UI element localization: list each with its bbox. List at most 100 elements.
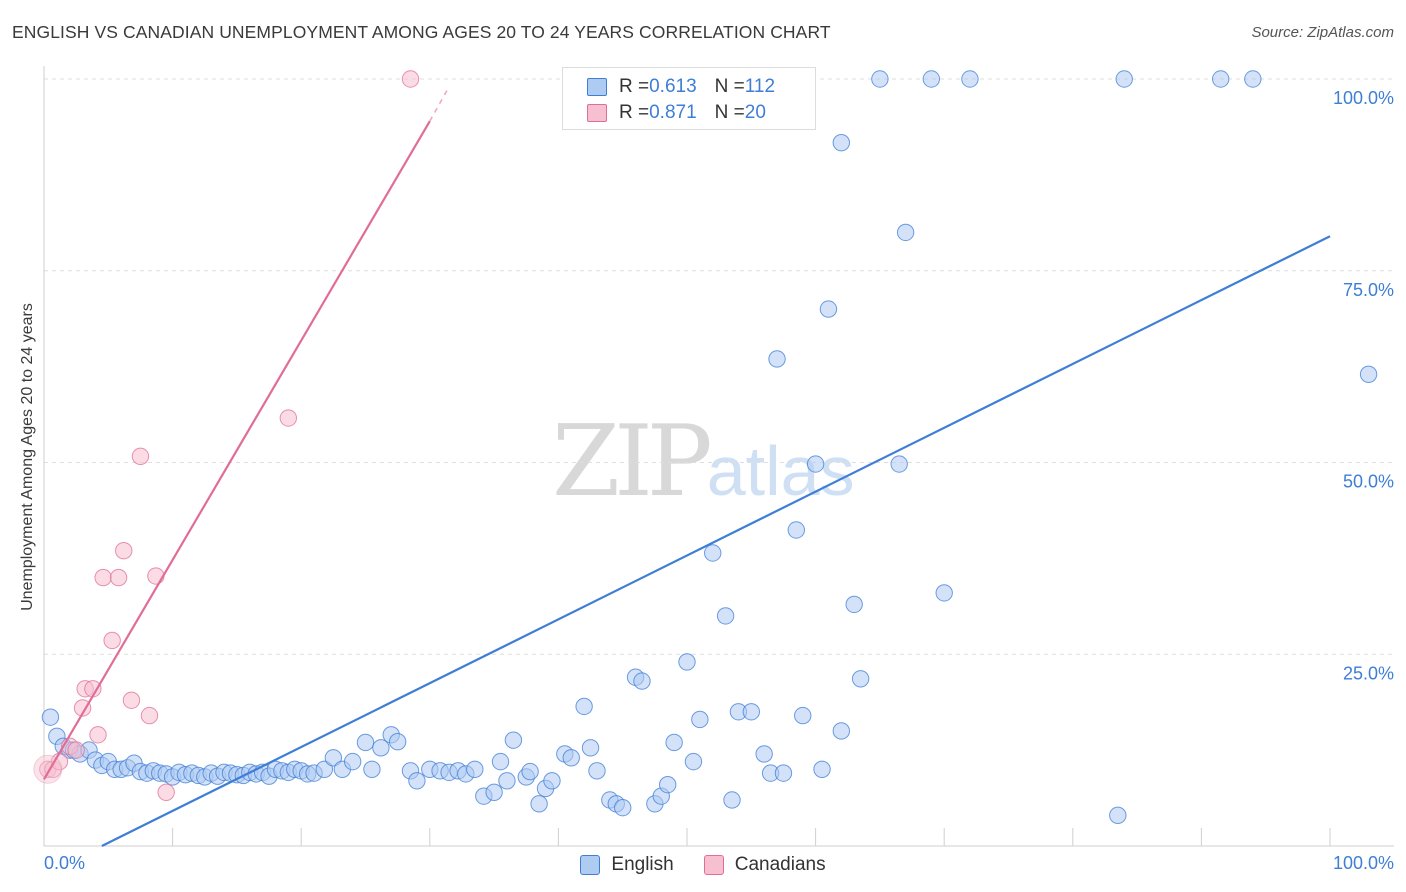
point-english [388,732,407,751]
point-canadians [131,447,150,466]
point-canadians [94,568,112,587]
x-tick-label: 0.0% [44,853,85,873]
point-english [813,760,831,778]
chart-title: ENGLISH VS CANADIAN UNEMPLOYMENT AMONG A… [12,22,831,42]
point-english [794,706,812,725]
trend-canadians [43,120,431,780]
stats-box: R = 0.613 N = 112 R = 0.871 N = 20 [562,67,816,130]
point-canadians [67,741,85,759]
point-english [521,762,539,781]
y-tick-label: 50.0% [1343,472,1394,492]
point-english [659,775,677,794]
point-english [755,745,773,763]
point-english [581,739,600,757]
watermark: ZIPatlas [552,405,855,519]
stats-swatch-canadians [587,104,607,122]
point-english [633,672,651,690]
point-canadians [73,699,92,717]
gridlines [44,78,1394,655]
point-english [787,521,806,539]
legend: English Canadians [0,852,1406,878]
point-canadians-cluster [33,754,63,784]
point-english [704,544,722,562]
point-english [922,70,941,88]
point-english [1244,70,1262,88]
point-english [1115,70,1133,88]
legend-label-english: English [611,854,674,875]
point-english [41,708,60,726]
axes [43,66,1394,847]
legend-item-canadians[interactable]: Canadians [703,854,826,876]
point-english [543,772,561,790]
y-tick-label: 100.0% [1333,88,1394,108]
point-english [324,749,343,767]
stats-r-label: R = [619,76,650,97]
stats-row-english: R = 0.613 N = 112 [587,74,775,100]
point-english [575,697,593,716]
stats-swatch-english [587,78,607,96]
stats-row-canadians: R = 0.871 N = 20 [587,100,766,126]
trend-english [101,235,1331,847]
point-english [723,791,741,809]
point-english [665,733,683,752]
legend-swatch-english [580,855,601,875]
point-english [466,760,484,778]
point-english [890,455,908,473]
point-english [588,762,606,780]
point-canadians [103,631,121,650]
point-canadians [109,568,128,587]
point-canadians [89,726,107,744]
point-canadians [115,542,133,560]
point-english [851,670,870,688]
point-english [935,584,953,602]
x-tick-label: 100.0% [1333,853,1394,873]
point-english [774,764,793,782]
tick-labels: 25.0% 50.0% 75.0% 100.0% 0.0% 100.0% [44,88,1394,873]
stats-r-label: R = [619,102,650,123]
stats-n-value: 20 [744,102,766,123]
point-canadians [140,706,159,725]
point-english [845,595,863,614]
trend-lines [43,86,1331,847]
watermark-atlas: atlas [706,432,855,510]
point-english [1359,365,1378,383]
stats-n-label: N = [714,102,745,123]
point-english [742,703,760,721]
point-english [498,772,516,790]
point-english [408,772,426,790]
point-canadians [122,691,141,709]
point-english [614,798,632,817]
stats-n-label: N = [714,76,745,97]
point-canadians [147,567,165,585]
point-english [768,350,786,368]
point-english [806,455,825,473]
point-english [343,752,362,771]
point-english [832,133,851,152]
point-english [716,607,735,625]
point-english [1109,806,1127,825]
legend-label-canadians: Canadians [734,854,826,875]
point-english [491,752,510,771]
y-tick-label: 25.0% [1343,663,1394,683]
point-english [315,760,334,778]
point-english [562,749,580,767]
point-english [485,783,503,802]
point-english [363,760,381,778]
point-english [372,739,390,757]
legend-swatch-canadians [703,855,724,875]
point-english [871,70,889,88]
point-english [678,653,696,671]
point-english [504,731,523,749]
point-english [1211,70,1230,88]
point-english [691,710,709,729]
point-canadians [279,409,298,427]
point-english [961,70,979,88]
legend-item-english[interactable]: English [580,854,674,876]
data-points [33,70,1378,825]
y-tick-label: 75.0% [1343,280,1394,300]
trend-canadians-extension [429,86,450,122]
point-english [896,223,915,242]
point-english [684,752,703,771]
stats-n-value: 112 [744,76,776,97]
